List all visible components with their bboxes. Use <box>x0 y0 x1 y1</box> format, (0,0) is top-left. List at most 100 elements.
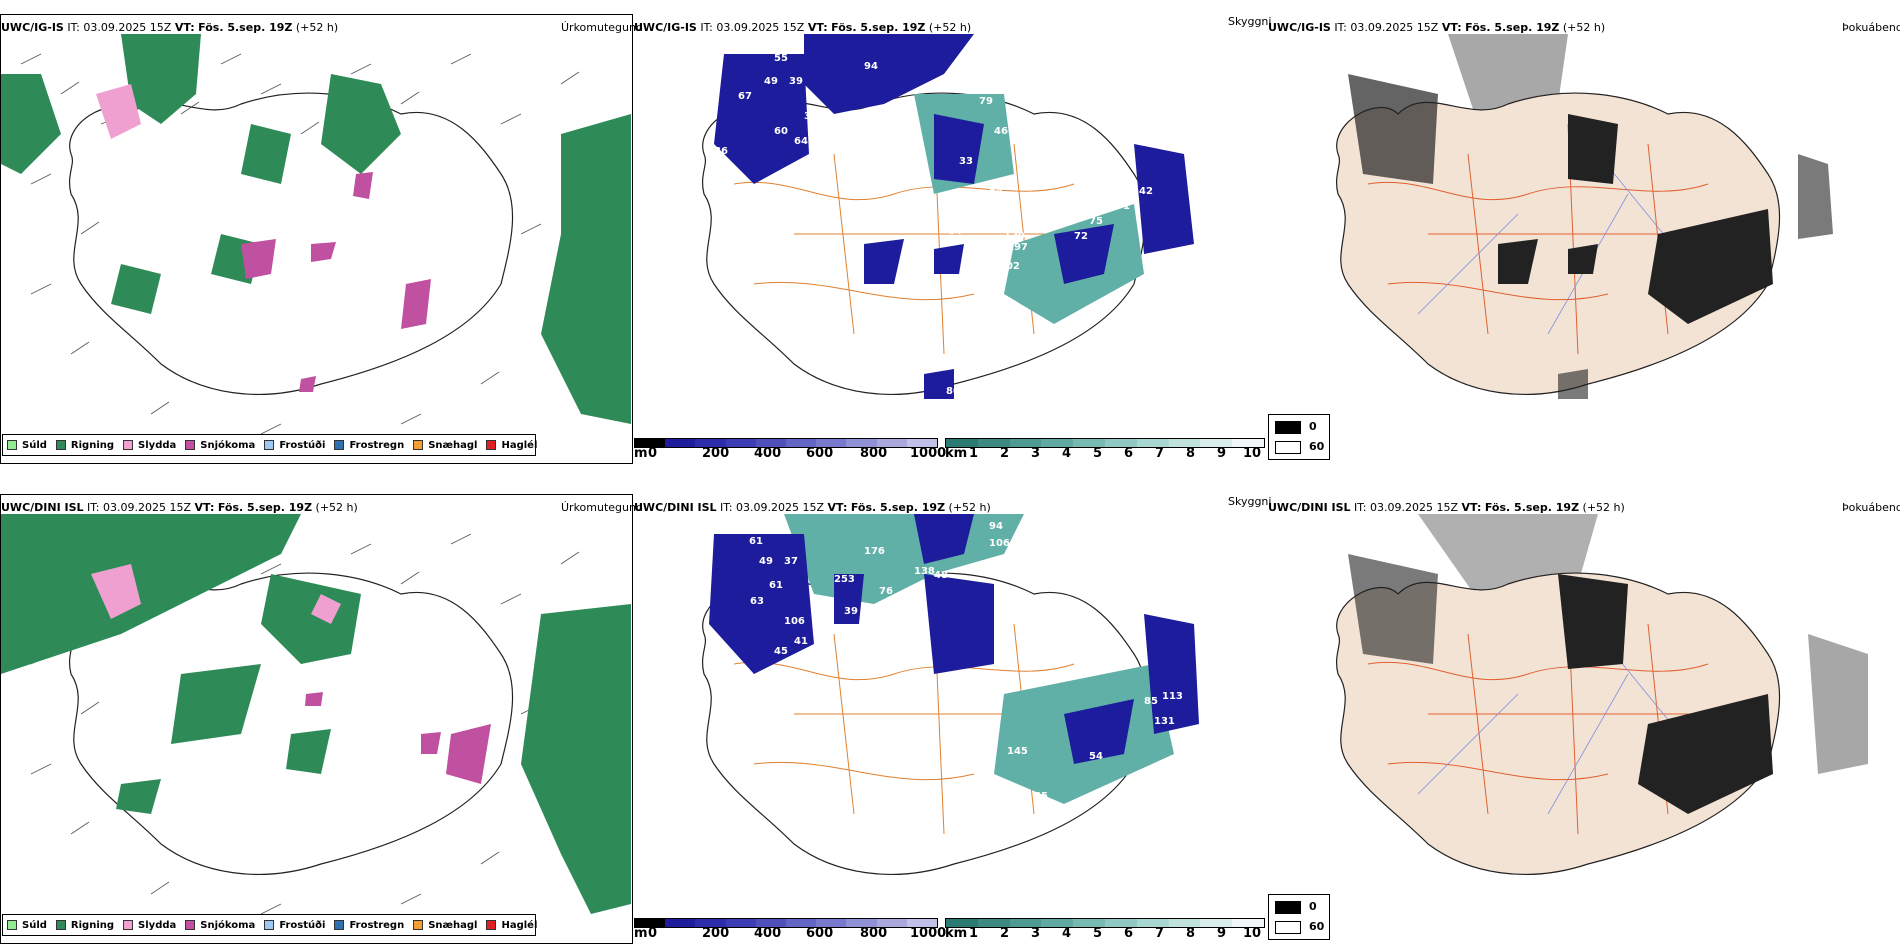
precip-legend: Súld Rigning Slydda Snjókoma Frostúði Fr… <box>2 434 537 456</box>
visibility-ticks: km 1 2 3 4 5 6 7 8 9 10 <box>945 926 1262 941</box>
visibility-value-label: 128 <box>982 266 1003 277</box>
visibility-value-label: 95 <box>969 38 983 49</box>
cloud-title: Þokuábendi <box>1842 501 1900 514</box>
visibility-value-label: 48 <box>934 570 948 581</box>
cloud-legend: 0 60 <box>1268 894 1330 940</box>
legend-item: Snjókoma <box>185 440 255 451</box>
visibility-value-label: 202 <box>999 261 1020 272</box>
legend-item: Slydda <box>123 440 176 451</box>
visibility-value-label: 39 <box>844 606 858 617</box>
visibility-value-label: 94 <box>864 61 878 72</box>
legend-item: Haglél <box>486 920 537 931</box>
valid-time: Fös. 5.sep. 19Z <box>217 501 313 514</box>
visibility-value-label: 176 <box>864 546 885 557</box>
height-ticks: m 0 200 400 600 800 1000 <box>634 926 947 941</box>
swatch <box>413 440 424 450</box>
visibility-value-label: 63 <box>750 596 764 607</box>
swatch <box>7 440 17 450</box>
visibility-colorbar <box>945 918 1265 928</box>
visibility-value-label: 71 <box>1116 201 1130 212</box>
legend-item: Rigning <box>55 920 114 931</box>
precip-map <box>1 34 631 435</box>
swatch <box>7 920 17 930</box>
rain-areas <box>1 34 631 424</box>
iceland-outline <box>68 92 514 396</box>
init-time: 03.09.2025 15Z <box>103 501 192 514</box>
lead-time: (+52 h) <box>315 501 358 514</box>
legend-item: Haglél <box>486 440 537 451</box>
lead-time: (+52 h) <box>295 21 339 34</box>
visibility-value-label: 106 <box>784 616 805 627</box>
init-time: 03.09.2025 15Z <box>83 21 172 34</box>
visibility-value-label: 60 <box>774 126 788 137</box>
swatch <box>264 440 275 450</box>
visibility-value-label: 106 <box>989 538 1010 549</box>
visibility-value-label: 79 <box>979 96 993 107</box>
legend-item: Snæhagl <box>413 440 477 451</box>
swatch <box>185 440 196 450</box>
visibility-value-label: 64 <box>794 136 808 147</box>
roads <box>733 123 1094 355</box>
sleet-areas <box>96 84 141 139</box>
visibility-value-label: 61 <box>769 580 783 591</box>
visibility-value-label: 145 <box>1007 746 1028 757</box>
visibility-value-label: 118 <box>984 246 1005 257</box>
visibility-value-label: 67 <box>738 91 752 102</box>
visibility-value-label: 72 <box>1074 231 1088 242</box>
swatch <box>486 920 497 930</box>
visibility-value-label: 253 <box>834 574 855 585</box>
swatch <box>185 920 196 930</box>
visibility-value-label: 85 <box>1144 696 1158 707</box>
swatch <box>334 440 345 450</box>
cloud-map <box>1268 514 1898 914</box>
visibility-value-label: 84 <box>948 226 962 237</box>
visibility-value-label: 94 <box>989 521 1003 532</box>
visibility-header: UWC/IG-IS IT: 03.09.2025 15Z VT: Fös. 5.… <box>634 21 972 34</box>
visibility-value-label: 49 <box>764 76 778 87</box>
legend-item: Snæhagl <box>413 920 477 931</box>
swatch <box>486 440 497 450</box>
precip-legend: Súld Rigning Slydda Snjókoma Frostúði Fr… <box>2 914 537 936</box>
legend-item: Frostregn <box>334 440 404 451</box>
visibility-value-label: 85 <box>1034 791 1048 802</box>
visibility-value-label: 33 <box>959 156 973 167</box>
visibility-value-label: 46 <box>994 126 1008 137</box>
precip-map-frame <box>0 14 633 464</box>
precip-title: Úrkomutegund <box>561 501 643 514</box>
swatch <box>55 440 66 450</box>
precip-header: UWC/IG-IS IT: 03.09.2025 15Z VT: Fös. 5.… <box>1 21 339 34</box>
visibility-value-label: 131 <box>974 61 995 72</box>
visibility-value-label: 231 <box>1004 791 1025 802</box>
visibility-value-label: 41 <box>794 636 808 647</box>
visibility-value-label: 61 <box>749 536 763 547</box>
precip-title: Úrkomutegund <box>561 21 643 34</box>
visibility-value-label: 33 <box>804 111 818 122</box>
cloud-header: UWC/IG-IS IT: 03.09.2025 15Z VT: Fös. 5.… <box>1268 21 1606 34</box>
vis-shading <box>714 34 1194 399</box>
visibility-value-label: 39 <box>789 76 803 87</box>
visibility-title: Skyggni <box>1228 15 1272 28</box>
legend-item: Frostúði <box>264 440 325 451</box>
visibility-value-label: 113 <box>1162 691 1183 702</box>
visibility-value-label: 37 <box>784 556 798 567</box>
height-ticks: m 0 200 400 600 800 1000 <box>634 446 947 461</box>
legend-item: Rigning <box>55 440 114 451</box>
legend-item: Snjókoma <box>185 920 255 931</box>
precip-header: UWC/DINI ISL IT: 03.09.2025 15Z VT: Fös.… <box>1 501 358 514</box>
visibility-value-label: 54 <box>989 186 1003 197</box>
swatch <box>55 920 66 930</box>
visibility-value-label: 76 <box>879 586 893 597</box>
swatch <box>264 920 275 930</box>
height-colorbar <box>634 438 938 448</box>
swatch <box>123 920 134 930</box>
visibility-value-label: 138 <box>914 566 935 577</box>
legend-item: Súld <box>7 440 47 451</box>
visibility-title: Skyggni <box>1228 495 1272 508</box>
visibility-ticks: km 1 2 3 4 5 6 7 8 9 10 <box>945 446 1262 461</box>
visibility-value-label: 130 <box>1004 231 1025 242</box>
visibility-value-label: 75 <box>1089 216 1103 227</box>
visibility-header: UWC/DINI ISL IT: 03.09.2025 15Z VT: Fös.… <box>634 501 991 514</box>
visibility-value-label: 49 <box>759 556 773 567</box>
visibility-value-label: 45 <box>774 646 788 657</box>
